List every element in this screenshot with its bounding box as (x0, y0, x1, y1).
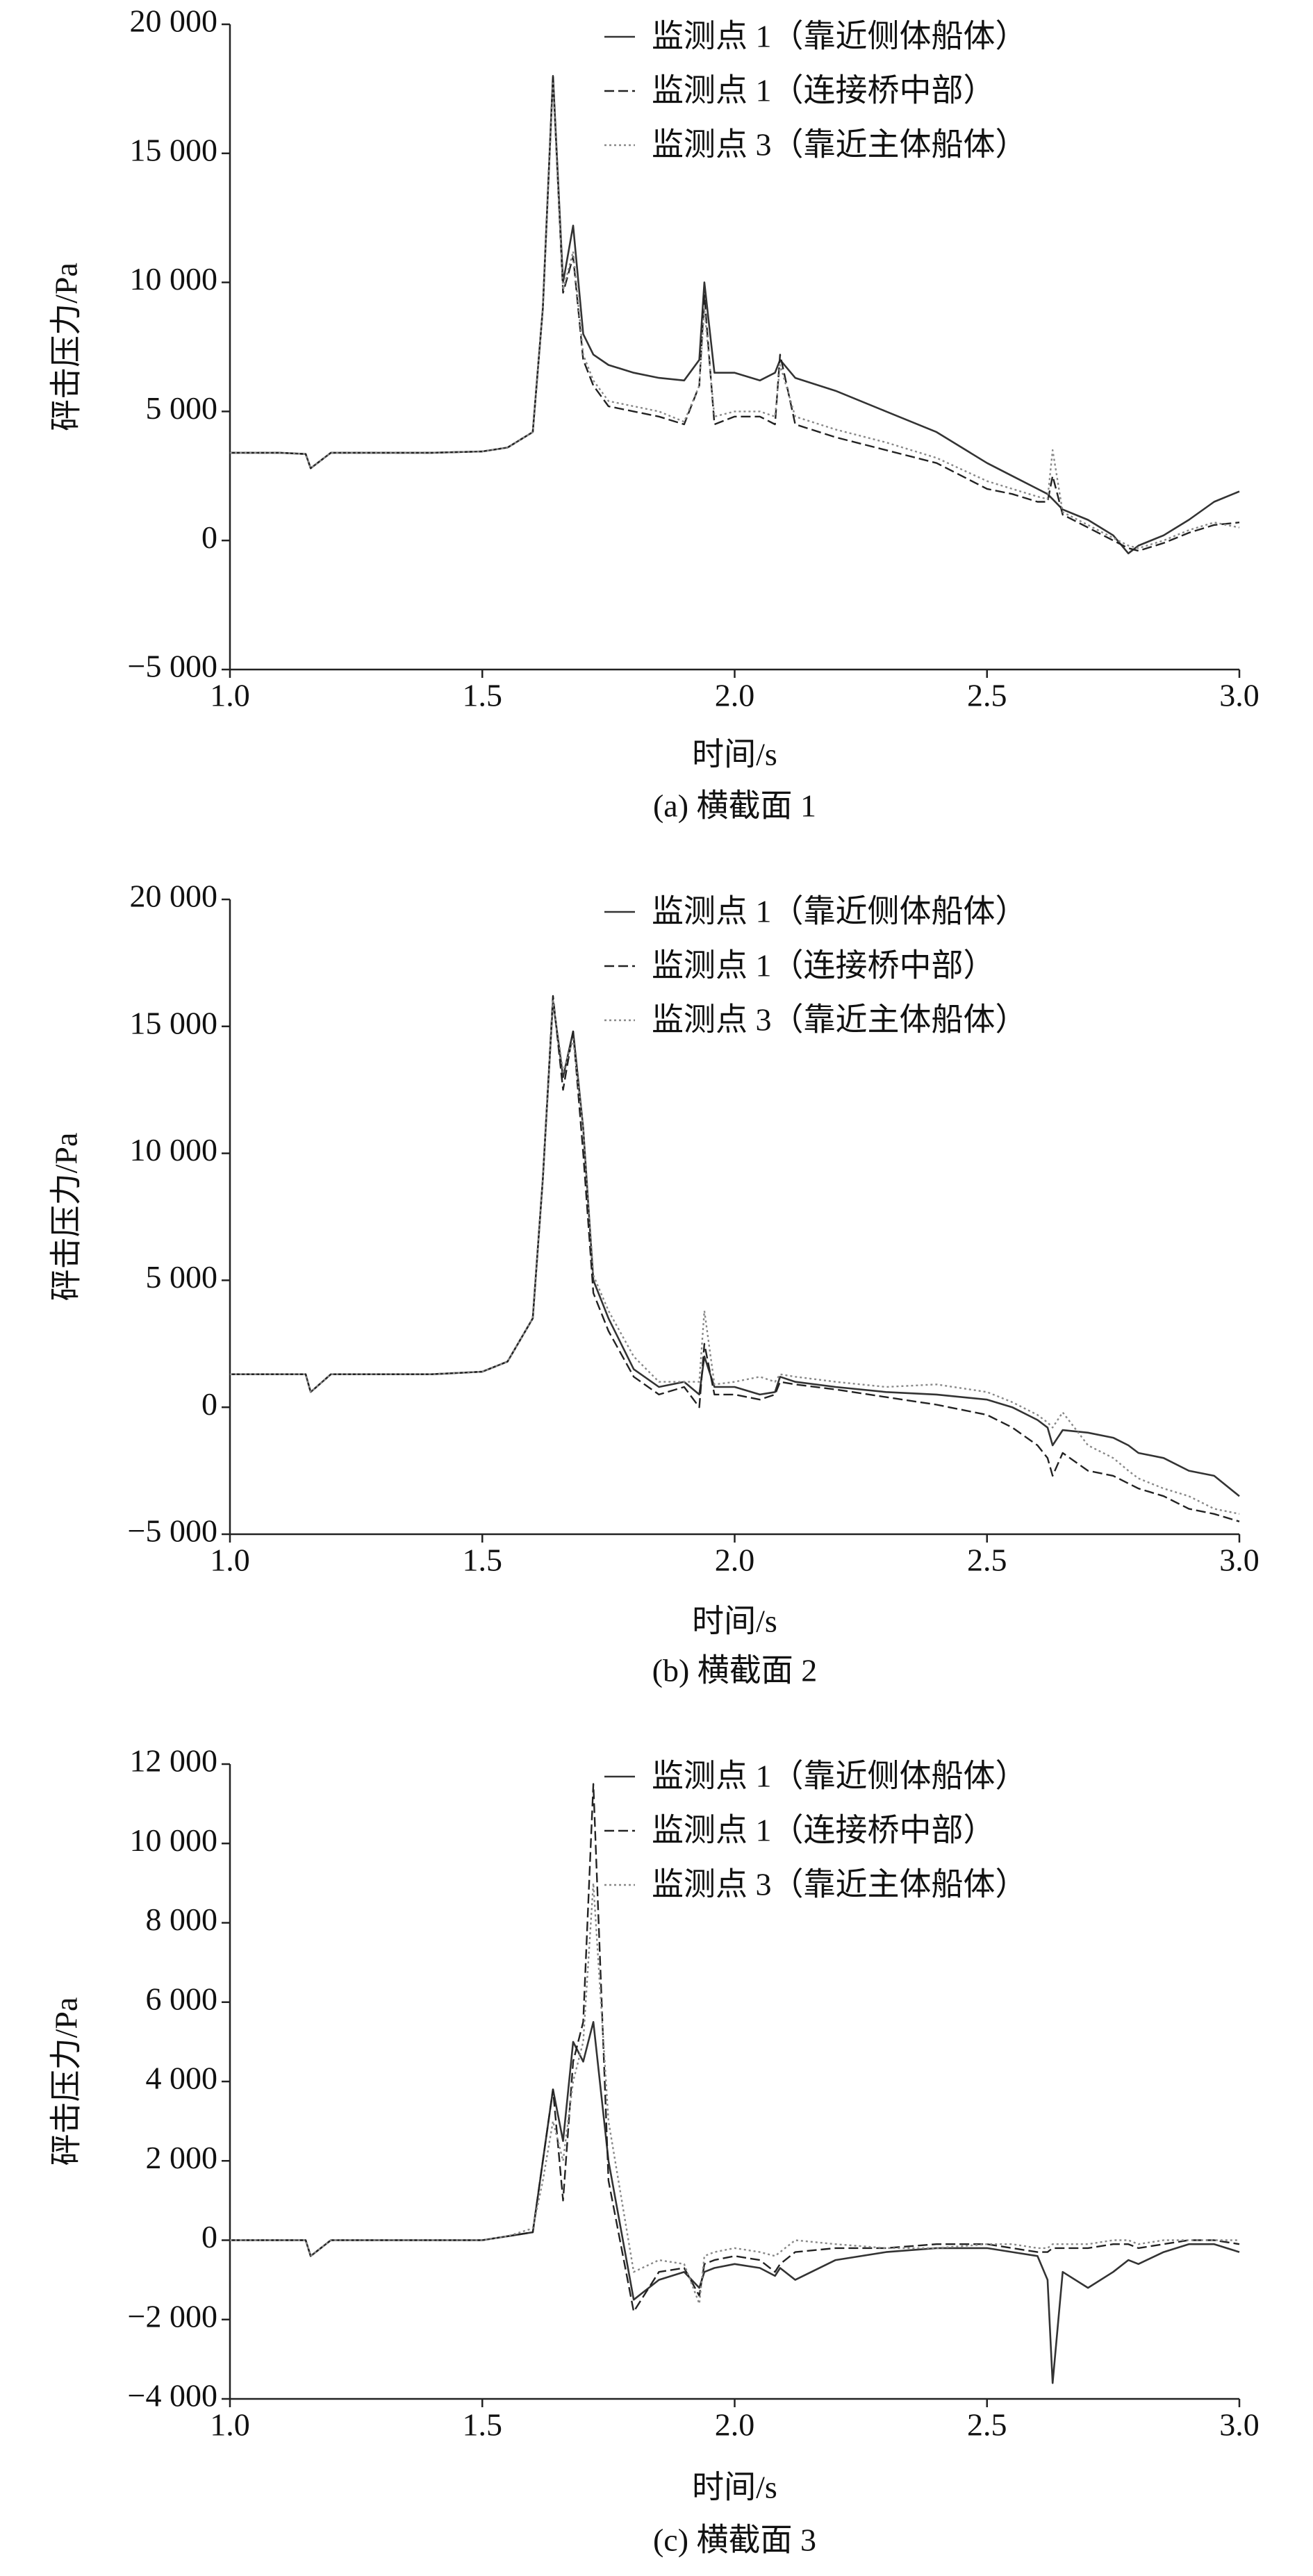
chart-panel: −5 000 0 5 000 10 000 15 000 20 000 1.0 1.5 2.0 2… (49, 879, 1260, 1688)
y-axis-label: 砰击压力/Pa (49, 263, 84, 431)
y-tick-label: 15 000 (130, 132, 218, 167)
x-tick-label: 3.0 (1219, 1543, 1260, 1578)
legend-label: 监测点 1（靠近侧体船体） (652, 894, 1027, 929)
x-axis-label: 时间/s (692, 2470, 777, 2505)
x-tick-label: 2.0 (715, 2407, 755, 2443)
y-tick-label: 20 000 (130, 879, 218, 914)
legend-label: 监测点 1（靠近侧体船体） (652, 19, 1027, 54)
subtitle: (b) 横截面 2 (652, 1653, 818, 1688)
y-tick-label: 2 000 (146, 2140, 218, 2175)
x-tick-label: 2.5 (967, 678, 1007, 713)
x-tick-label: 2.5 (967, 1543, 1007, 1578)
y-tick-label: −2 000 (128, 2298, 217, 2334)
legend-label: 监测点 1（连接桥中部） (652, 948, 996, 983)
x-tick-label: 3.0 (1219, 678, 1260, 713)
legend-label: 监测点 3（靠近主体船体） (652, 1867, 1027, 1902)
y-tick-label: 8 000 (146, 1902, 218, 1937)
y-tick-label: 4 000 (146, 2061, 218, 2096)
y-tick-label: 10 000 (130, 1822, 218, 1858)
legend-label: 监测点 3（靠近主体船体） (652, 1002, 1027, 1038)
series-line (230, 1882, 1239, 2305)
series-line (230, 2021, 1240, 2384)
legend-label: 监测点 1（靠近侧体船体） (652, 1759, 1027, 1794)
series-line (230, 995, 1240, 1522)
x-tick-label: 1.5 (463, 2407, 503, 2443)
x-tick-label: 1.0 (210, 1543, 250, 1578)
y-tick-label: 5 000 (146, 1259, 218, 1295)
x-tick-label: 1.0 (210, 2407, 250, 2443)
x-tick-label: 2.5 (967, 2407, 1007, 2443)
y-tick-label: 10 000 (130, 1132, 218, 1167)
y-axis-label: 砰击压力/Pa (49, 1997, 84, 2166)
series-line (230, 75, 1240, 552)
x-axis-label: 时间/s (692, 737, 777, 772)
y-tick-label: −5 000 (128, 649, 217, 684)
y-tick-label: 10 000 (130, 261, 218, 297)
x-tick-label: 1.0 (210, 678, 250, 713)
subtitle: (a) 横截面 1 (653, 788, 816, 824)
y-tick-label: 5 000 (146, 390, 218, 426)
y-axis-label: 砰击压力/Pa (49, 1133, 84, 1302)
series-line (230, 999, 1240, 1497)
x-tick-label: 3.0 (1219, 2407, 1260, 2443)
y-tick-label: 6 000 (146, 1981, 218, 2016)
x-tick-label: 2.0 (715, 678, 755, 713)
x-axis-label: 时间/s (692, 1604, 777, 1639)
chart-panel: −5 000 0 5 000 10 000 15 000 20 000 1.0 1.5 2.0 2… (49, 3, 1260, 824)
x-tick-label: 1.5 (463, 678, 503, 713)
y-tick-label: 0 (201, 520, 217, 555)
chart-panel: −4 000 −2 000 0 2 000 4 000 6 000 8 000 10 000 1… (49, 1743, 1260, 2558)
legend-label: 监测点 1（连接桥中部） (652, 1813, 996, 1848)
y-tick-label: 0 (201, 1386, 217, 1422)
series-line (230, 1783, 1240, 2313)
y-tick-label: −5 000 (128, 1513, 217, 1549)
x-tick-label: 1.5 (463, 1543, 503, 1578)
y-tick-label: 0 (201, 2219, 217, 2254)
legend-label: 监测点 1（连接桥中部） (652, 73, 996, 108)
series-line (230, 80, 1240, 549)
series-line (230, 1000, 1240, 1515)
series-line (230, 75, 1240, 555)
subtitle: (c) 横截面 3 (653, 2523, 816, 2558)
y-tick-label: 20 000 (130, 3, 218, 39)
y-tick-label: −4 000 (128, 2378, 217, 2413)
x-tick-label: 2.0 (715, 1543, 755, 1578)
y-tick-label: 12 000 (130, 1743, 218, 1779)
legend-label: 监测点 3（靠近主体船体） (652, 127, 1027, 163)
y-tick-label: 15 000 (130, 1005, 218, 1040)
